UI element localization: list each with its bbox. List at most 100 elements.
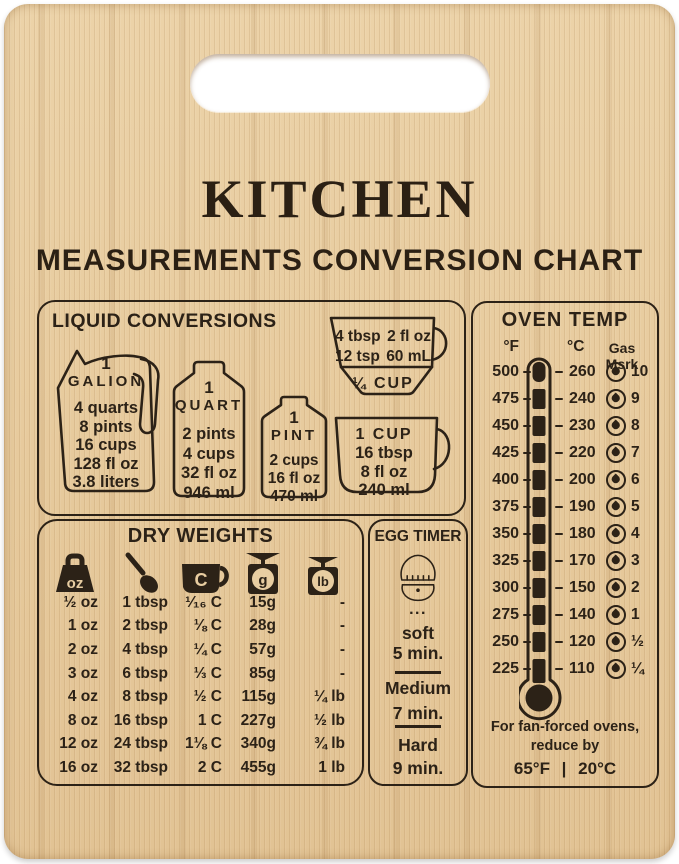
gallon-equivalents: 4 quarts 8 pints 16 cups 128 fl oz 3.8 l… (72, 399, 140, 491)
gas-mark-icon (606, 362, 626, 382)
fan-forced-footnote: For fan-forced ovens, reduce by 65°F | 2… (490, 719, 640, 778)
pint-unit: PINT (270, 427, 318, 444)
oven-temp-row: 375 190 5 (492, 497, 640, 517)
gas-mark-icon (606, 551, 626, 571)
tick (555, 640, 563, 644)
board-title: KITCHEN (201, 169, 478, 229)
egg-medium-label: Medium (384, 678, 452, 698)
gas-mark-icon (606, 416, 626, 436)
fahrenheit-column-header: °F (503, 338, 519, 355)
table-row: 2 oz 4 tbsp ¼ C 57g - (67, 640, 345, 658)
tick (523, 559, 531, 563)
oven-temp-row: 225 110 ¼ (492, 659, 644, 679)
svg-text:g: g (258, 572, 267, 589)
svg-text:oz: oz (67, 575, 84, 592)
celsius-column-header: °C (567, 338, 585, 355)
tick (523, 451, 531, 455)
quart-equivalents: 2 pints 4 cups 32 fl oz 946 ml (181, 425, 237, 502)
quart-qty: 1 (204, 378, 214, 397)
svg-text:C: C (195, 570, 208, 590)
oven-temp-row: 300 150 2 (492, 578, 640, 598)
dry-weights-section: DRY WEIGHTS oz C (37, 519, 364, 786)
egg-soft-time: 5 min. (392, 643, 444, 663)
divider (395, 671, 441, 674)
tick (523, 424, 531, 428)
egg-dots: ... (409, 601, 427, 618)
oven-temp-row: 250 120 ½ (492, 632, 644, 652)
oven-temp-heading: OVEN TEMP (501, 309, 629, 331)
egg-timer-heading: EGG TIMER (374, 528, 462, 545)
tick (523, 586, 531, 590)
tablespoon-icon (125, 552, 158, 593)
tick (555, 667, 563, 671)
measuring-cup-icon: C (182, 564, 229, 593)
oven-temp-row: 425 220 7 (492, 443, 640, 463)
thermometer-icon (519, 357, 562, 721)
table-row: 3 oz 6 tbsp ⅓ C 85g - (67, 664, 345, 682)
tick (555, 559, 563, 563)
one-cup-equivalents: 16 tbsp 8 fl oz 240 ml (355, 444, 413, 499)
tick (555, 478, 563, 482)
egg-soft-label: soft (401, 623, 435, 643)
pint-jar-icon (260, 395, 328, 499)
pint-qty: 1 (289, 408, 299, 427)
gas-mark-icon (606, 632, 626, 652)
board-subtitle: MEASUREMENTS CONVERSION CHART (35, 244, 644, 277)
quarter-cup-equivalents: 4 tbsp 2 fl oz 12 tsp 60 mL (335, 328, 431, 365)
tick (555, 586, 563, 590)
egg-timer-icon (400, 554, 436, 602)
gram-scale-icon: g (246, 553, 280, 594)
gas-mark-icon (606, 659, 626, 679)
svg-text:lb: lb (317, 574, 329, 589)
gas-mark-icon (606, 605, 626, 625)
gallon-qty: 1 (101, 354, 111, 373)
dry-weights-table: ½ oz 1 tbsp ¹⁄₁₆ C 15g - 1 oz 2 tbsp ⅛ C 28g - 2… (44, 591, 358, 780)
oven-temp-row: 500 260 10 (492, 362, 649, 382)
tick (523, 532, 531, 536)
tick (555, 505, 563, 509)
egg-timer-section: EGG TIMER ... soft 5 min. Medium 7 min. … (368, 519, 468, 786)
oven-temp-row: 275 140 1 (492, 605, 640, 625)
gas-mark-icon (606, 389, 626, 409)
cutting-board: KITCHEN MEASUREMENTS CONVERSION CHART LI… (4, 4, 675, 859)
tick (523, 640, 531, 644)
tick (523, 397, 531, 401)
table-row: ½ oz 1 tbsp ¹⁄₁₆ C 15g - (63, 593, 345, 611)
one-cup-icon (334, 416, 451, 494)
liquid-conversions-section: LIQUID CONVERSIONS 1 GALION 4 quarts 8 p… (37, 300, 466, 516)
oven-temp-row: 400 200 6 (492, 470, 640, 490)
tick (523, 505, 531, 509)
egg-medium-time: 7 min. (392, 703, 444, 723)
table-row: 8 oz 16 tbsp 1 C 227g ½ lb (67, 711, 345, 729)
tick (523, 370, 531, 374)
egg-hard-label: Hard (398, 735, 438, 755)
dry-weights-heading: DRY WEIGHTS (127, 525, 274, 547)
oven-temp-row: 350 180 4 (492, 524, 640, 544)
table-row: 4 oz 8 tbsp ½ C 115g ¼ lb (67, 688, 345, 706)
oven-temp-section: OVEN TEMP °F °C Gas Msrk 500 260 10 (471, 301, 659, 788)
gas-mark-icon (606, 578, 626, 598)
gallon-unit: GALION (67, 373, 145, 390)
tick (555, 370, 563, 374)
tick (555, 613, 563, 617)
gallon-pitcher-icon (56, 349, 160, 493)
tick (523, 613, 531, 617)
tick (523, 667, 531, 671)
oven-temp-row: 450 230 8 (492, 416, 640, 436)
divider (395, 725, 441, 728)
tick (523, 478, 531, 482)
egg-hard-time: 9 min. (392, 758, 444, 778)
quart-jar-icon (172, 360, 246, 498)
pound-scale-icon: lb (307, 557, 338, 595)
dry-weights-column-icons: oz C g (44, 548, 358, 596)
oven-temp-row: 325 170 3 (492, 551, 640, 571)
tick (555, 397, 563, 401)
one-cup-label: 1 CUP (355, 426, 413, 443)
table-row: 12 oz 24 tbsp 1⅛ C 340g ¾ lb (59, 735, 345, 753)
quarter-cup-label: ¼ CUP (352, 375, 414, 392)
quart-unit: QUART (174, 397, 244, 414)
tick (555, 532, 563, 536)
gas-mark-icon (606, 443, 626, 463)
handle-cutout (190, 54, 490, 112)
